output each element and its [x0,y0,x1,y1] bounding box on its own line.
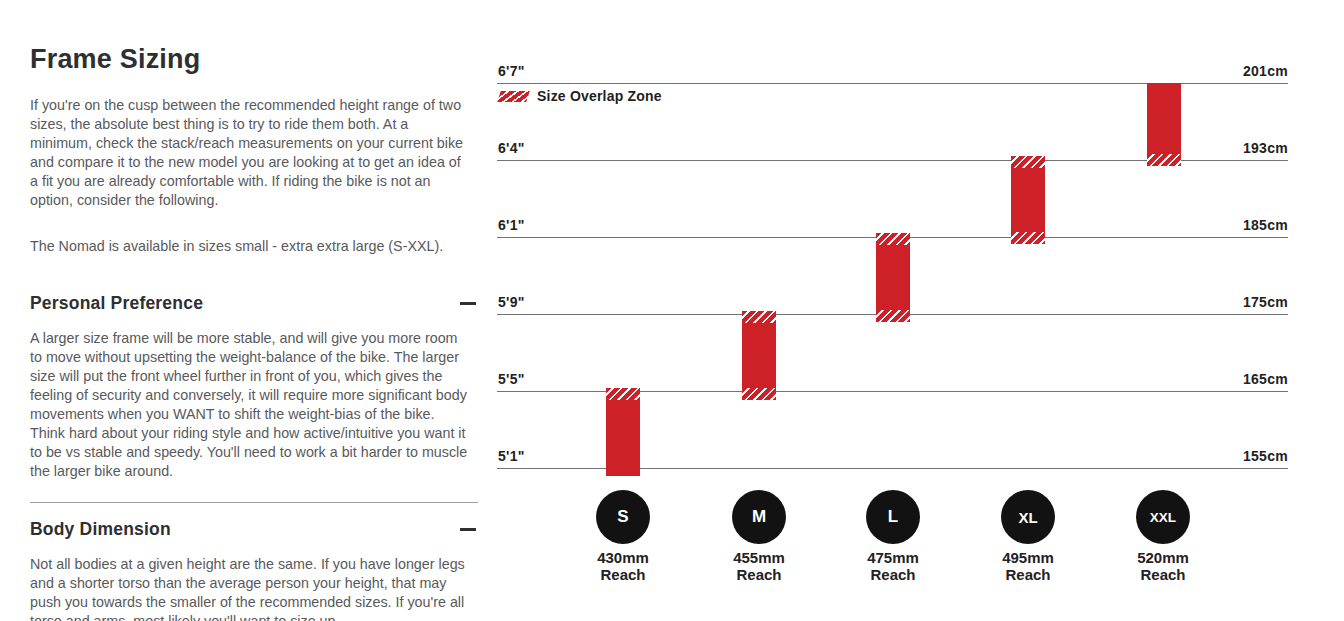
overlap-zone-hatch [876,233,910,245]
overlap-zone-hatch [1147,154,1181,166]
height-tick-ft: 5'1" [498,448,525,464]
page-title: Frame Sizing [30,44,478,75]
section-title-personal-preference: Personal Preference [30,293,203,314]
reach-word: Reach [839,566,947,583]
section-divider [30,502,478,503]
availability-note: The Nomad is available in sizes small - … [30,237,466,256]
size-badge-m: M [732,490,786,544]
reach-value: 520mm [1109,549,1217,566]
size-bar-xl [1011,156,1045,244]
overlap-zone-hatch [606,388,640,400]
overlap-zone-hatch [742,388,776,400]
reach-word: Reach [974,566,1082,583]
reach-value: 475mm [839,549,947,566]
size-badge-l: L [866,490,920,544]
reach-label-m: 455mm Reach [705,549,813,583]
reach-word: Reach [1109,566,1217,583]
height-tick-cm: 175cm [1243,294,1288,310]
overlap-zone-hatch [1011,156,1045,168]
height-tick-ft: 6'7" [498,63,525,79]
legend-label: Size Overlap Zone [537,88,662,104]
intro-paragraph: If you're on the cusp between the recomm… [30,96,466,210]
reach-label-xl: 495mm Reach [974,549,1082,583]
overlap-hatch-swatch-icon [497,91,530,102]
height-tick-cm: 155cm [1243,448,1288,464]
sizing-article-column: Frame Sizing If you're on the cusp betwe… [30,44,478,621]
size-bar-l [876,233,910,322]
height-tick-ft: 5'5" [498,371,525,387]
reach-word: Reach [569,566,677,583]
size-bar-s [606,388,640,476]
section-title-body-dimension: Body Dimension [30,519,171,540]
height-tick-cm: 201cm [1243,63,1288,79]
height-tick-ft: 5'9" [498,294,525,310]
overlap-zone-hatch [1011,232,1045,244]
minus-icon[interactable] [460,528,476,531]
overlap-zone-hatch [742,311,776,323]
frame-size-chart: 6'7" 6'4" 6'1" 5'9" 5'5" 5'1" 201cm 193c… [497,0,1288,621]
reach-label-xxl: 520mm Reach [1109,549,1217,583]
size-badge-s: S [596,490,650,544]
reach-value: 495mm [974,549,1082,566]
reach-value: 455mm [705,549,813,566]
height-tick-cm: 165cm [1243,371,1288,387]
size-bar-xxl [1147,83,1181,166]
personal-preference-paragraph: A larger size frame will be more stable,… [30,329,470,481]
reach-value: 430mm [569,549,677,566]
height-tick-cm: 185cm [1243,217,1288,233]
reach-label-l: 475mm Reach [839,549,947,583]
overlap-zone-hatch [876,310,910,322]
minus-icon[interactable] [460,302,476,305]
height-tick-ft: 6'4" [498,140,525,156]
body-dimension-paragraph: Not all bodies at a given height are the… [30,555,470,621]
accordion-header-body-dimension[interactable]: Body Dimension [30,519,478,540]
size-badge-xl: XL [1001,490,1055,544]
reach-word: Reach [705,566,813,583]
height-tick-ft: 6'1" [498,217,525,233]
height-tick-cm: 193cm [1243,140,1288,156]
size-badge-xxl: XXL [1136,490,1190,544]
size-bar-m [742,311,776,400]
accordion-header-personal-preference[interactable]: Personal Preference [30,293,478,314]
reach-label-s: 430mm Reach [569,549,677,583]
chart-legend: Size Overlap Zone [499,88,662,104]
